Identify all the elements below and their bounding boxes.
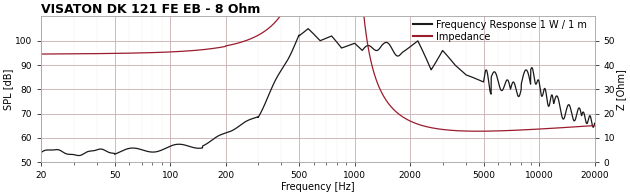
Impedance: [521, 129, 529, 131]
Frequency Response 1 W / 1 m: [304, 27, 312, 30]
X-axis label: Frequency [Hz]: Frequency [Hz]: [281, 182, 355, 191]
Impedance: [580, 125, 588, 127]
Impedance: [591, 124, 598, 127]
Frequency Response 1 W / 1 m: [274, 75, 282, 77]
Impedance: [273, 19, 281, 21]
Line: Impedance: Impedance: [41, 0, 595, 131]
Frequency Response 1 W / 1 m: [521, 71, 529, 73]
Impedance: [474, 130, 482, 132]
Legend: Frequency Response 1 W / 1 m, Impedance: Frequency Response 1 W / 1 m, Impedance: [413, 20, 587, 42]
Y-axis label: SPL [dB]: SPL [dB]: [4, 69, 13, 110]
Frequency Response 1 W / 1 m: [101, 149, 108, 151]
Frequency Response 1 W / 1 m: [591, 122, 598, 124]
Y-axis label: Z [Ohm]: Z [Ohm]: [617, 69, 626, 110]
Impedance: [37, 53, 45, 55]
Impedance: [134, 52, 141, 54]
Impedance: [100, 52, 108, 55]
Frequency Response 1 W / 1 m: [249, 117, 257, 120]
Text: VISATON DK 121 FE EB - 8 Ohm: VISATON DK 121 FE EB - 8 Ohm: [41, 4, 261, 16]
Frequency Response 1 W / 1 m: [580, 112, 588, 115]
Impedance: [249, 36, 257, 39]
Line: Frequency Response 1 W / 1 m: Frequency Response 1 W / 1 m: [41, 29, 595, 156]
Frequency Response 1 W / 1 m: [75, 154, 83, 157]
Frequency Response 1 W / 1 m: [37, 151, 45, 154]
Frequency Response 1 W / 1 m: [134, 147, 141, 150]
